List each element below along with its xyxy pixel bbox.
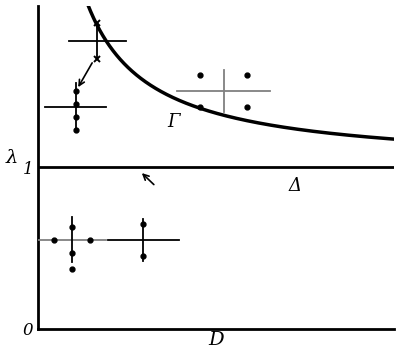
X-axis label: D: D	[208, 332, 224, 349]
Text: Γ: Γ	[168, 113, 180, 131]
Y-axis label: λ: λ	[6, 149, 18, 167]
Text: Δ: Δ	[288, 178, 301, 196]
